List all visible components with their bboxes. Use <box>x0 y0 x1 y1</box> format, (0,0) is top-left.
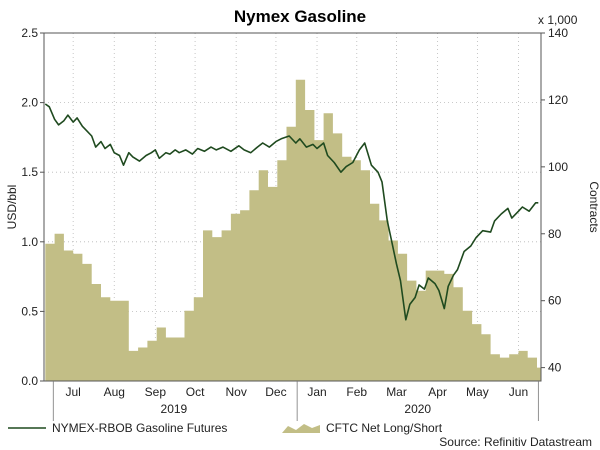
month-tick-label: Dec <box>265 385 286 399</box>
legend-swatch-cftc-area <box>282 424 320 433</box>
right-axis-ticks: 40 60 80 100 120 140 <box>541 26 568 375</box>
month-tick-label: Sep <box>145 385 167 399</box>
right-tick-label: 60 <box>548 294 562 308</box>
rbob-line-layer <box>44 103 539 321</box>
month-tick-label: Oct <box>186 385 205 399</box>
month-tick-label: Jun <box>509 385 528 399</box>
legend-label-rbob: NYMEX-RBOB Gasoline Futures <box>52 421 227 435</box>
right-axis-unit-note: x 1,000 <box>538 13 578 27</box>
left-tick-label: 2.5 <box>21 26 38 40</box>
month-tick-label: May <box>466 385 489 399</box>
year-label: 2020 <box>404 402 431 416</box>
right-tick-label: 140 <box>548 26 568 40</box>
left-axis-ticks: 0.0 0.5 1.0 1.5 2.0 2.5 <box>21 26 44 388</box>
right-tick-label: 80 <box>548 227 562 241</box>
month-tick-label: Nov <box>226 385 247 399</box>
left-axis-label: USD/bbl <box>5 185 19 230</box>
left-tick-label: 1.0 <box>21 235 38 249</box>
cftc-net-position-area <box>45 79 542 382</box>
left-tick-label: 2.0 <box>21 96 38 110</box>
year-label: 2019 <box>161 402 188 416</box>
month-tick-label: Jan <box>307 385 326 399</box>
right-axis-label: Contracts <box>587 181 600 232</box>
x-axis-year-labels: 2019 2020 <box>52 381 539 421</box>
right-tick-label: 40 <box>548 361 562 375</box>
legend-label-cftc: CFTC Net Long/Short <box>326 421 443 435</box>
x-axis-month-ticks: Jul Aug Sep Oct Nov Dec Jan Feb Mar Apr May Jun <box>65 385 528 399</box>
chart-title: Nymex Gasoline <box>234 7 366 26</box>
left-tick-label: 1.5 <box>21 165 38 179</box>
month-tick-label: Feb <box>346 385 367 399</box>
legend: NYMEX-RBOB Gasoline Futures CFTC Net Lon… <box>8 421 443 435</box>
source-note: Source: Refinitiv Datastream <box>439 435 592 449</box>
rbob-futures-line <box>44 103 539 321</box>
month-tick-label: Apr <box>428 385 447 399</box>
right-tick-label: 120 <box>548 93 568 107</box>
left-tick-label: 0.0 <box>21 374 38 388</box>
month-tick-label: Jul <box>65 385 80 399</box>
left-tick-label: 0.5 <box>21 304 38 318</box>
axes <box>43 32 542 382</box>
right-tick-label: 100 <box>548 160 568 174</box>
month-tick-label: Mar <box>386 385 407 399</box>
cftc-area-layer <box>45 79 542 382</box>
month-tick-label: Aug <box>104 385 125 399</box>
plot-frame <box>43 32 542 382</box>
